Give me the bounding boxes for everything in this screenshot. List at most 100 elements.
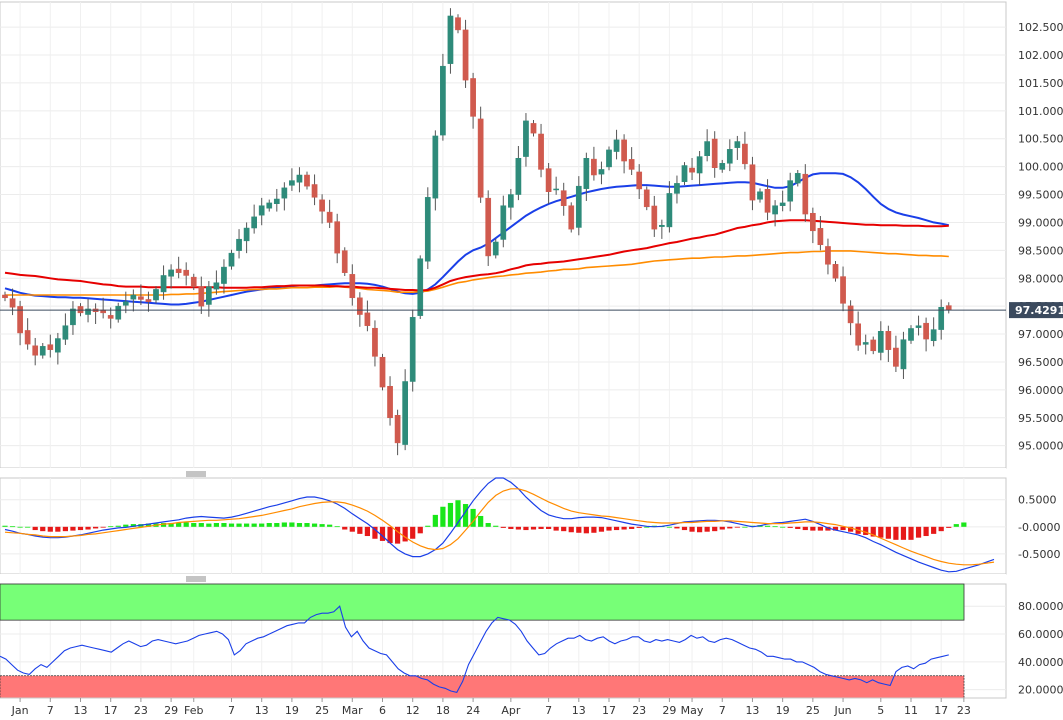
macd-histogram-bar (666, 526, 672, 528)
macd-histogram-bar (900, 526, 907, 540)
candle-body (357, 297, 363, 315)
macd-histogram-bar (878, 526, 884, 538)
macd-histogram-bar (485, 523, 491, 527)
macd-histogram-bar (697, 526, 703, 533)
candle-body (107, 315, 114, 319)
macd-histogram-bar (787, 526, 793, 528)
candle-body (281, 187, 288, 199)
rsi-panel[interactable]: 20.0000 40.0000 60.0000 80.0000 (0, 583, 1063, 699)
candle-body (643, 189, 650, 208)
macd-histogram-bar (349, 526, 355, 532)
macd-lines (4, 477, 995, 573)
time-axis-label: 7 (545, 704, 552, 717)
time-axis-label: Mar (342, 704, 363, 717)
candle-body (417, 258, 424, 316)
candle-body (930, 329, 937, 342)
splitter-bar[interactable] (0, 468, 1006, 478)
macd-histogram-bar (591, 526, 597, 533)
macd-histogram-bar (681, 526, 688, 531)
candle-body (387, 385, 393, 419)
candle-body (877, 331, 884, 353)
candle-body (296, 174, 303, 183)
candle-body (198, 286, 205, 307)
candle-body (945, 305, 952, 311)
time-axis-label: 11 (904, 704, 918, 717)
candle-body (402, 381, 408, 445)
candle-body (190, 276, 197, 287)
macd-histogram-bar (568, 526, 574, 533)
macd-histogram-bar (296, 523, 303, 527)
rsi-tick-label: 80.0000 (1018, 600, 1063, 613)
macd-panel[interactable]: 0.5000 -0.0000 -0.5000 (0, 477, 1060, 575)
time-axis-label: 13 (745, 704, 759, 717)
macd-histogram-bar (576, 526, 582, 533)
macd-histogram-bar (342, 526, 348, 530)
candle-body (870, 339, 877, 352)
candle-body (228, 252, 235, 267)
macd-histogram-bar (674, 526, 680, 529)
macd-histogram-bar (432, 514, 438, 527)
price-tick-label: 102.5000 (1018, 21, 1063, 34)
macd-histogram-bar (274, 523, 280, 527)
macd-histogram-bar (236, 523, 242, 527)
time-axis-label: May (681, 704, 704, 717)
candle-body (462, 29, 469, 81)
time-axis-label: 25 (315, 704, 329, 717)
price-panel[interactable]: 95.000095.500096.000096.500097.000097.50… (0, 1, 1063, 469)
candle-body (794, 173, 801, 184)
candle-body (62, 325, 69, 340)
price-tick-label: 102.0000 (1018, 49, 1063, 62)
candle-body (621, 139, 627, 162)
macd-histogram-bar (357, 526, 363, 534)
candle-body (319, 199, 325, 212)
time-axis-label: 25 (806, 704, 820, 717)
macd-histogram-bar (410, 526, 416, 539)
price-tick-label: 100.5000 (1018, 133, 1063, 146)
candle-body (258, 205, 265, 216)
time-axis-label: 23 (957, 704, 971, 717)
macd-histogram-bar (848, 526, 854, 532)
macd-histogram-bar (198, 523, 204, 527)
macd-histogram-bar (908, 526, 914, 540)
candle-body (938, 307, 945, 330)
splitter-bar-2[interactable] (0, 574, 1006, 584)
macd-histogram-bar (115, 525, 121, 527)
macd-histogram-bar (561, 526, 567, 532)
candle-body (847, 305, 854, 324)
candle-body (742, 143, 748, 165)
macd-histogram-bar (629, 526, 635, 529)
macd-histogram-bar (447, 502, 454, 527)
candle-body (908, 328, 914, 341)
panel-splitter-1[interactable] (0, 468, 1006, 478)
macd-histogram-bar (25, 526, 31, 528)
macd-histogram-bar (304, 523, 310, 527)
candle-body (138, 296, 144, 300)
macd-histogram-bar (795, 526, 801, 529)
price-tick-label: 101.5000 (1018, 77, 1063, 90)
candle-body (810, 212, 816, 232)
candle-body (689, 167, 695, 173)
candle-body (349, 274, 356, 299)
candle-body (802, 173, 809, 215)
time-axis-label: 6 (379, 704, 386, 717)
macd-histogram-bar (538, 526, 544, 529)
candle-body (538, 133, 544, 170)
candle-body (636, 171, 643, 190)
candle-body (915, 325, 922, 328)
candle-body (32, 345, 39, 356)
panel-splitter-2[interactable] (0, 574, 1006, 584)
candle-body (85, 308, 91, 315)
macd-histogram-bar (817, 526, 823, 531)
candle-body (855, 323, 861, 346)
macd-histogram-bar (719, 526, 725, 530)
macd-histogram-bar (923, 526, 929, 537)
candle-body (840, 276, 846, 304)
candle-body (266, 202, 273, 209)
macd-histogram-bar (500, 526, 506, 528)
rsi-overbought-zone (0, 583, 965, 621)
candle-body (711, 138, 718, 169)
macd-histogram-bar (77, 526, 84, 531)
macd-histogram-bar (440, 506, 446, 527)
time-axis-label: 17 (104, 704, 118, 717)
